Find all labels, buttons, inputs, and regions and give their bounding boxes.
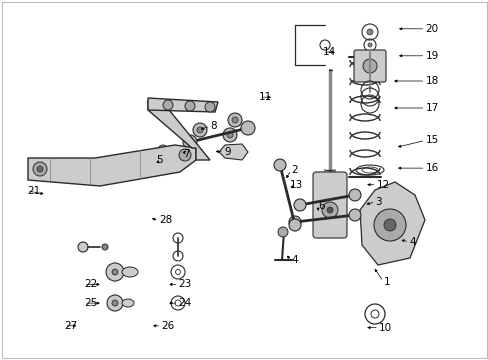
Circle shape bbox=[112, 269, 118, 275]
Circle shape bbox=[106, 263, 124, 281]
Circle shape bbox=[179, 149, 191, 161]
Circle shape bbox=[273, 159, 285, 171]
Circle shape bbox=[37, 166, 43, 172]
Ellipse shape bbox=[122, 299, 134, 307]
Text: 13: 13 bbox=[289, 180, 302, 190]
Ellipse shape bbox=[122, 267, 138, 277]
Text: 3: 3 bbox=[375, 197, 382, 207]
Circle shape bbox=[112, 300, 118, 306]
Text: 21: 21 bbox=[27, 186, 40, 196]
Circle shape bbox=[158, 145, 168, 155]
Circle shape bbox=[78, 242, 88, 252]
Text: 8: 8 bbox=[210, 121, 217, 131]
Circle shape bbox=[321, 202, 337, 218]
Circle shape bbox=[241, 121, 254, 135]
Text: 6: 6 bbox=[317, 201, 324, 211]
Polygon shape bbox=[28, 145, 196, 186]
Circle shape bbox=[197, 127, 203, 133]
Circle shape bbox=[226, 132, 232, 138]
Polygon shape bbox=[219, 144, 247, 160]
Circle shape bbox=[193, 123, 206, 137]
Circle shape bbox=[102, 244, 108, 250]
Text: 24: 24 bbox=[178, 298, 191, 308]
Circle shape bbox=[33, 162, 47, 176]
Text: 9: 9 bbox=[224, 147, 230, 157]
Circle shape bbox=[223, 128, 237, 142]
Text: 22: 22 bbox=[84, 279, 97, 289]
Circle shape bbox=[288, 219, 301, 231]
Circle shape bbox=[293, 199, 305, 211]
Text: 20: 20 bbox=[425, 24, 438, 34]
FancyBboxPatch shape bbox=[353, 50, 385, 82]
Text: 11: 11 bbox=[259, 92, 272, 102]
Polygon shape bbox=[359, 182, 424, 265]
Text: 1: 1 bbox=[383, 276, 389, 287]
Text: 10: 10 bbox=[378, 323, 391, 333]
Circle shape bbox=[107, 295, 123, 311]
Text: 28: 28 bbox=[159, 215, 172, 225]
Circle shape bbox=[204, 102, 215, 112]
Text: 14: 14 bbox=[322, 47, 335, 57]
Circle shape bbox=[190, 147, 200, 157]
Text: 23: 23 bbox=[178, 279, 191, 289]
Circle shape bbox=[366, 29, 372, 35]
Circle shape bbox=[362, 59, 376, 73]
Circle shape bbox=[348, 189, 360, 201]
Polygon shape bbox=[148, 98, 218, 112]
Polygon shape bbox=[148, 100, 209, 160]
Circle shape bbox=[367, 43, 371, 47]
Text: 26: 26 bbox=[161, 321, 174, 331]
Text: 2: 2 bbox=[291, 165, 298, 175]
Circle shape bbox=[183, 135, 197, 149]
Text: 27: 27 bbox=[64, 321, 78, 331]
Circle shape bbox=[373, 209, 405, 241]
Circle shape bbox=[288, 216, 301, 228]
Circle shape bbox=[383, 219, 395, 231]
Circle shape bbox=[227, 113, 242, 127]
Circle shape bbox=[163, 100, 173, 110]
Circle shape bbox=[184, 101, 195, 111]
Circle shape bbox=[326, 207, 332, 213]
Text: 16: 16 bbox=[425, 163, 438, 173]
Circle shape bbox=[231, 117, 238, 123]
Text: 25: 25 bbox=[84, 298, 97, 308]
Circle shape bbox=[278, 227, 287, 237]
Text: 17: 17 bbox=[425, 103, 438, 113]
Text: 4: 4 bbox=[291, 255, 298, 265]
Text: 18: 18 bbox=[425, 76, 438, 86]
Text: 12: 12 bbox=[376, 180, 389, 190]
FancyBboxPatch shape bbox=[312, 172, 346, 238]
Circle shape bbox=[348, 209, 360, 221]
Text: 5: 5 bbox=[156, 155, 163, 165]
Text: 7: 7 bbox=[183, 149, 190, 159]
Text: 4: 4 bbox=[408, 237, 415, 247]
Text: 19: 19 bbox=[425, 51, 438, 61]
Text: 15: 15 bbox=[425, 135, 438, 145]
